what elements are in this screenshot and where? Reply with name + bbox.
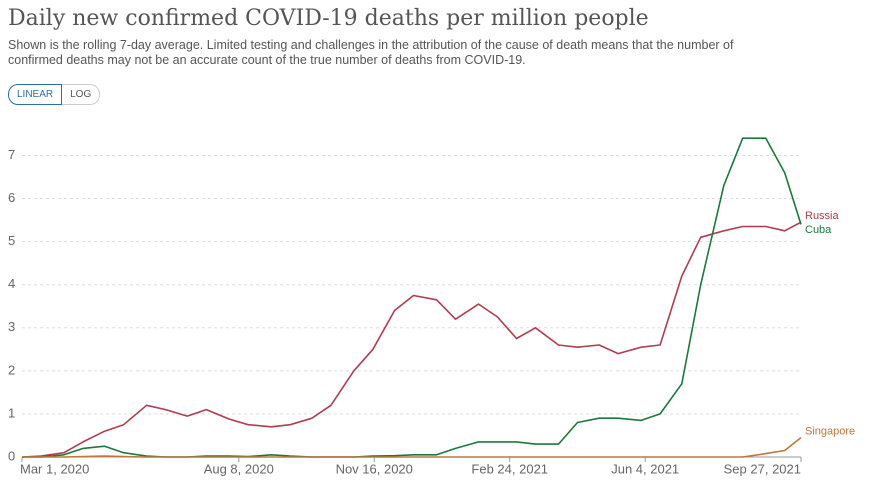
x-tick-label: Feb 24, 2021 xyxy=(471,461,548,476)
x-tick-label: Sep 27, 2021 xyxy=(724,461,801,476)
series-label: Singapore xyxy=(805,426,855,438)
x-tick-label: Nov 16, 2020 xyxy=(336,461,413,476)
series-label: Russia xyxy=(805,210,840,222)
log-button[interactable]: LOG xyxy=(62,84,101,105)
chart-subtitle: Shown is the rolling 7-day average. Limi… xyxy=(8,38,734,67)
scale-toggle: LINEAR LOG xyxy=(8,84,101,105)
y-tick-label: 2 xyxy=(8,362,15,377)
y-tick-label: 6 xyxy=(8,190,15,205)
series-line xyxy=(21,221,802,458)
y-tick-label: 5 xyxy=(8,233,15,248)
series-line xyxy=(22,436,802,458)
y-tick-label: 7 xyxy=(8,147,15,162)
linear-button[interactable]: LINEAR xyxy=(8,84,63,105)
chart-title: Daily new confirmed COVID-19 deaths per … xyxy=(8,6,649,31)
y-tick-label: 1 xyxy=(8,405,15,420)
y-tick-label: 0 xyxy=(8,448,15,463)
y-tick-label: 3 xyxy=(8,319,15,334)
series-label: Cuba xyxy=(805,224,832,236)
x-tick-label: Jun 4, 2021 xyxy=(611,461,679,476)
x-tick-label: Mar 1, 2020 xyxy=(20,461,89,476)
x-tick-label: Aug 8, 2020 xyxy=(204,461,274,476)
y-tick-label: 4 xyxy=(8,276,15,291)
